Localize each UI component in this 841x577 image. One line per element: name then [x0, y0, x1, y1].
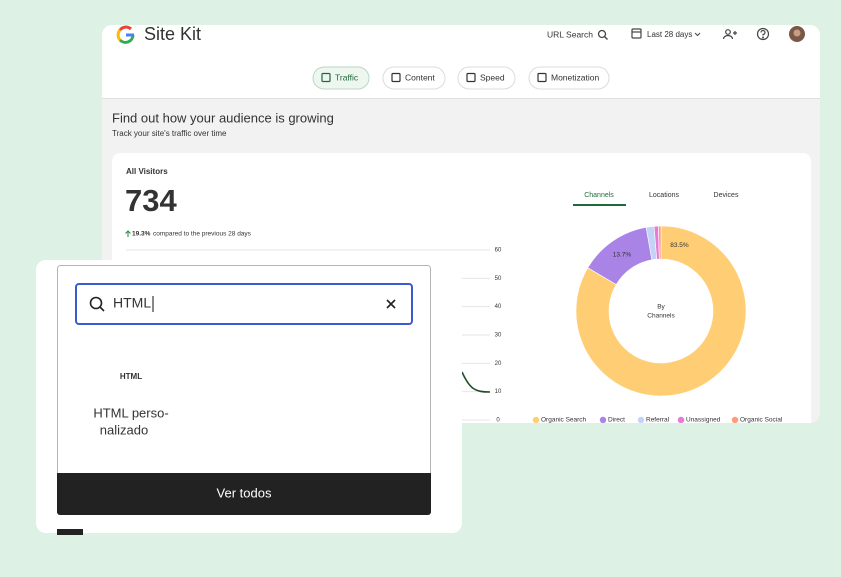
brand: Site Kit: [144, 24, 201, 44]
center-label: Channels: [647, 313, 675, 320]
chevron[interactable]: [694, 32, 701, 37]
breakdown-tab[interactable]: Locations: [649, 192, 679, 199]
search-icon[interactable]: [597, 29, 608, 40]
search-icon: [89, 296, 105, 312]
search-query[interactable]: HTML: [113, 295, 151, 311]
slice-label: 13.7%: [613, 251, 632, 258]
legend-swatch: [637, 416, 645, 424]
center-label: By: [657, 304, 665, 311]
search-popup: HTML HTML HTML perso- nalizado Ver todos: [36, 260, 462, 535]
change-text: compared to the previous 28 days: [153, 231, 252, 238]
legend-swatch: [731, 416, 739, 424]
y-tick-label: 20: [495, 361, 502, 367]
clear-button[interactable]: [386, 299, 396, 309]
y-tick-label: 40: [495, 304, 502, 310]
section-title: Find out how your audience is growing: [112, 110, 334, 125]
google-logo: [116, 25, 135, 44]
legend-swatch: [599, 416, 607, 424]
tab-pill[interactable]: [382, 66, 446, 90]
url-search[interactable]: URL Search: [547, 29, 593, 39]
tab-pill[interactable]: [528, 66, 610, 90]
legend-label: Organic Search: [541, 417, 587, 424]
header-bar: [102, 25, 820, 98]
y-tick-label: 60: [495, 248, 502, 254]
avatar-face: [793, 29, 801, 37]
tab-label[interactable]: Traffic: [335, 72, 359, 82]
breakdown-tab[interactable]: Channels: [584, 192, 614, 199]
up-arrow: [125, 230, 131, 237]
tab-pill[interactable]: [457, 66, 516, 90]
legend-swatch: [677, 416, 685, 424]
visitors-label: All Visitors: [126, 167, 168, 176]
date-range[interactable]: Last 28 days: [647, 30, 692, 39]
legend-label: Unassigned: [686, 417, 721, 424]
see-all-button[interactable]: [57, 473, 431, 515]
donut-slice: [658, 225, 662, 260]
result-item[interactable]: HTML perso-: [93, 405, 168, 420]
see-all-label[interactable]: Ver todos: [217, 485, 272, 500]
tab-icon: [537, 72, 547, 83]
y-tick-label: 0: [496, 418, 500, 424]
legend-label: Organic Social: [740, 417, 783, 424]
y-tick-label: 50: [495, 276, 502, 282]
section-subtitle: Track your site's traffic over time: [112, 129, 227, 138]
search-box[interactable]: [75, 283, 413, 325]
breakdown-tab[interactable]: Devices: [714, 192, 739, 199]
legend-label: Referral: [646, 417, 670, 424]
result-item[interactable]: HTML: [120, 372, 142, 381]
tab-label[interactable]: Speed: [480, 72, 505, 82]
donut-slice: [575, 225, 747, 397]
change-value: 19.3%: [132, 231, 151, 238]
tab-icon: [391, 72, 401, 83]
legend-label: Direct: [608, 417, 625, 424]
y-tick-label: 30: [495, 333, 502, 339]
calendar-icon[interactable]: [631, 28, 642, 39]
visitors-value: 734: [125, 183, 177, 218]
slice-label: 83.5%: [670, 242, 689, 249]
legend-swatch: [532, 416, 540, 424]
trend-line: [461, 371, 491, 393]
tab-label[interactable]: Monetization: [551, 72, 599, 82]
add-user-icon[interactable]: [722, 29, 738, 40]
result-item[interactable]: nalizado: [100, 422, 148, 437]
y-tick-label: 10: [495, 389, 502, 395]
tab-label[interactable]: Content: [405, 72, 435, 82]
partial-element: [57, 529, 83, 535]
help-icon[interactable]: [756, 27, 770, 41]
tab-icon: [321, 72, 331, 83]
tab-icon: [466, 72, 476, 83]
tab-pill[interactable]: [312, 66, 370, 90]
